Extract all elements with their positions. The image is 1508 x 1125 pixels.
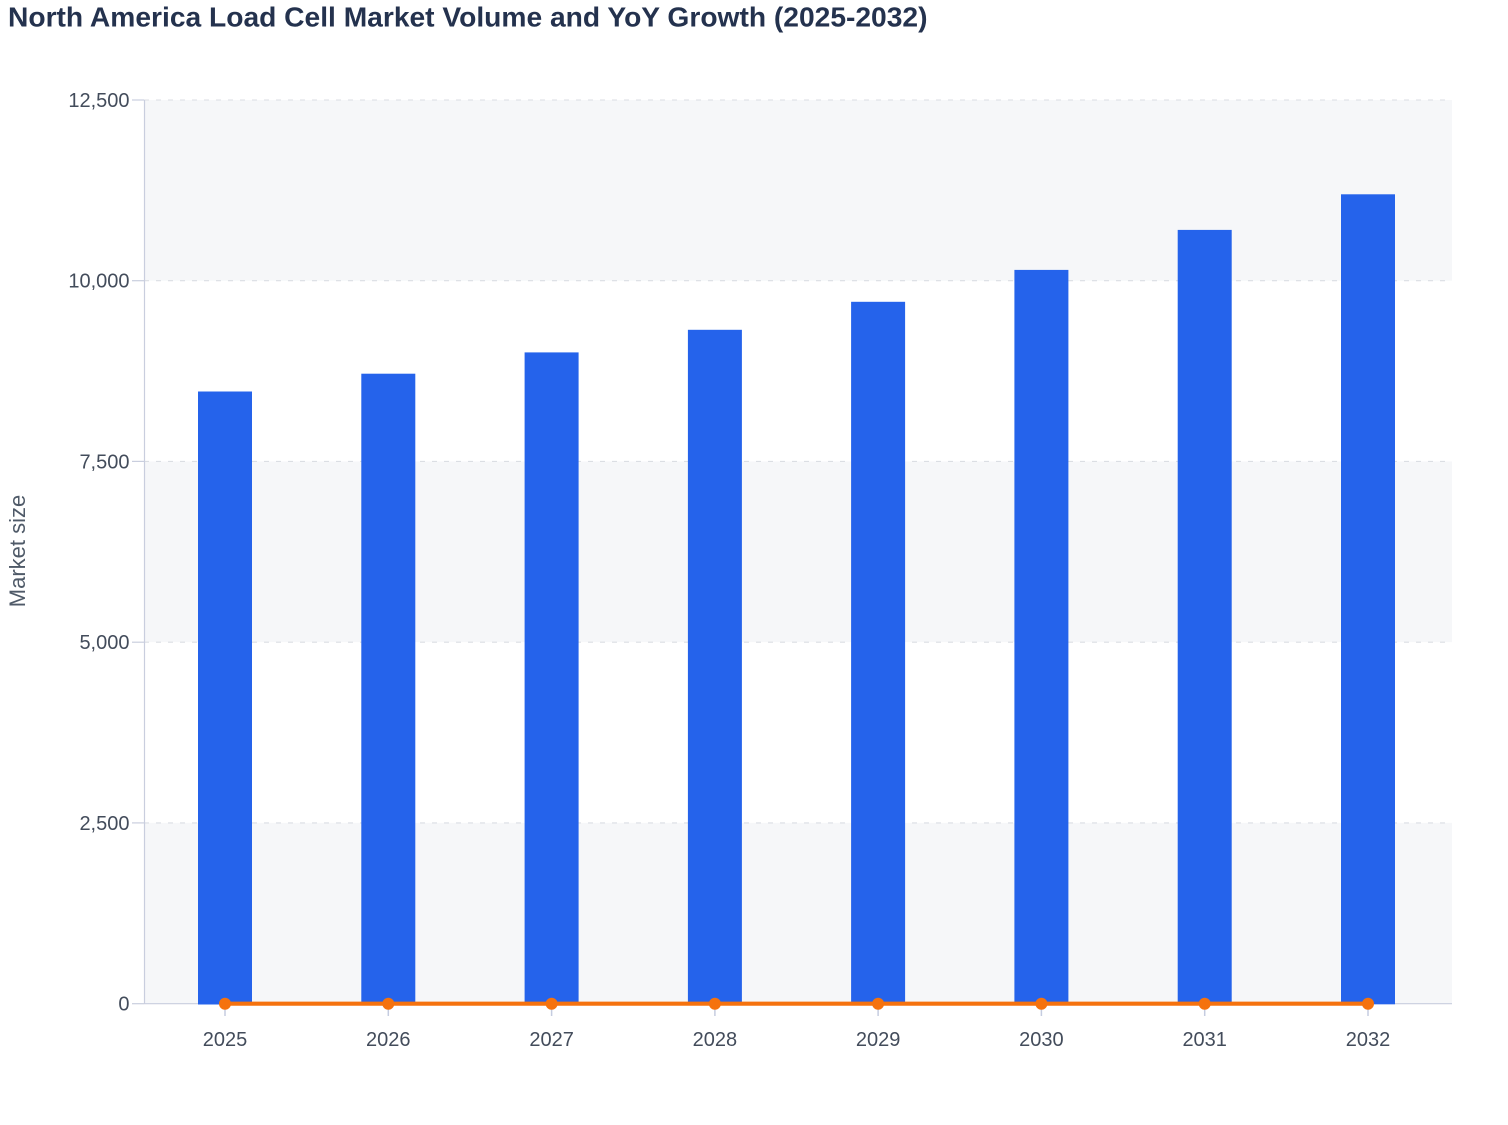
svg-text:2032: 2032 [1346,1029,1391,1051]
svg-text:7,500: 7,500 [79,451,129,473]
svg-text:2,500: 2,500 [79,813,129,835]
svg-text:2028: 2028 [693,1029,738,1051]
svg-text:2029: 2029 [856,1029,901,1051]
svg-text:12,500: 12,500 [68,90,129,112]
svg-text:0: 0 [118,994,129,1016]
svg-text:5,000: 5,000 [79,632,129,654]
svg-text:Market size: Market size [5,495,30,607]
svg-text:2025: 2025 [203,1029,248,1051]
svg-text:North America Load Cell Market: North America Load Cell Market Volume an… [8,1,927,33]
svg-text:10,000: 10,000 [68,271,129,293]
svg-text:2026: 2026 [366,1029,411,1051]
svg-text:2031: 2031 [1182,1029,1227,1051]
svg-text:2027: 2027 [529,1029,574,1051]
svg-text:2030: 2030 [1019,1029,1064,1051]
